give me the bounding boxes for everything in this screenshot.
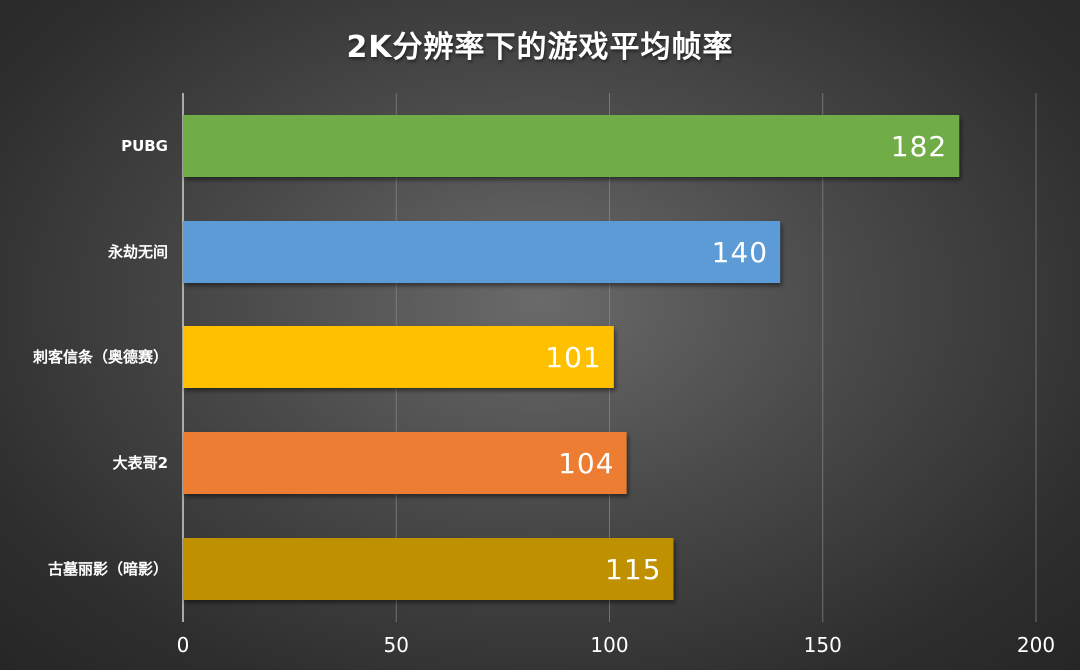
data-label: 104 [558, 447, 614, 480]
bar [183, 221, 781, 283]
bar [183, 326, 614, 388]
data-label: 140 [712, 236, 768, 269]
data-label: 101 [545, 341, 601, 374]
x-tick-label: 150 [804, 633, 842, 657]
category-label: 刺客信条（奥德赛） [33, 348, 168, 366]
bar [183, 115, 960, 177]
x-tick-label: 0 [177, 633, 190, 657]
category-label: PUBG [121, 137, 168, 155]
x-tick-label: 50 [384, 633, 409, 657]
chart-title: 2K分辨率下的游戏平均帧率 [346, 30, 734, 65]
data-label: 115 [605, 553, 661, 586]
x-tick-label: 200 [1017, 633, 1055, 657]
category-label: 古墓丽影（暗影） [48, 560, 168, 578]
category-label: 大表哥2 [113, 454, 168, 472]
data-label: 182 [891, 130, 947, 163]
bar [183, 432, 627, 494]
x-tick-label: 100 [590, 633, 628, 657]
category-label: 永劫无间 [107, 243, 168, 261]
bar [183, 538, 674, 600]
